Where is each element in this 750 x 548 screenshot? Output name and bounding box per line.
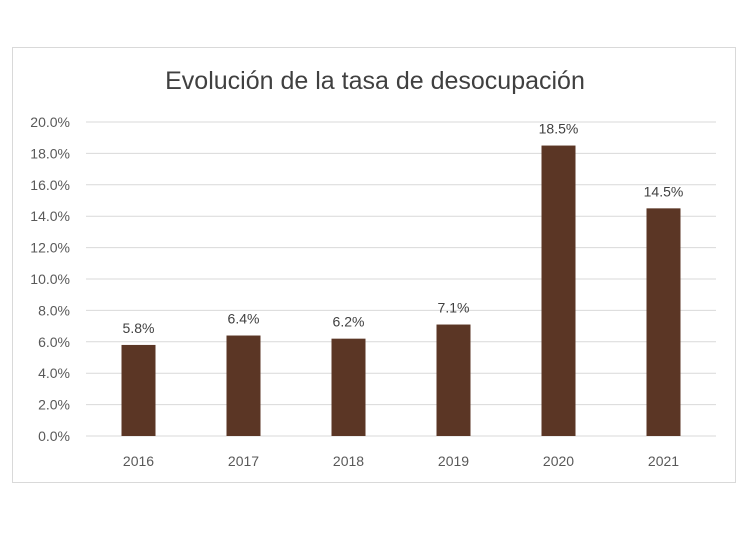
x-tick-label: 2021 (648, 453, 679, 469)
y-tick-label: 18.0% (30, 145, 70, 161)
x-tick-label: 2020 (543, 453, 574, 469)
bar-2016 (121, 344, 156, 436)
x-axis-ticks: 2016 2017 2018 2019 2020 2021 (123, 453, 679, 469)
data-label-2019: 7.1% (438, 300, 470, 316)
y-tick-label: 20.0% (30, 114, 70, 130)
bar-2017 (226, 335, 261, 436)
y-axis-ticks: 0.0% 2.0% 4.0% 6.0% 8.0% 10.0% 12.0% 14.0% 16.0%… (30, 114, 70, 444)
x-tick-label: 2017 (228, 453, 259, 469)
y-tick-label: 8.0% (38, 302, 70, 318)
data-label-2016: 5.8% (123, 320, 155, 336)
y-tick-label: 0.0% (38, 428, 70, 444)
chart-title: Evolución de la tasa de desocupación (165, 67, 585, 95)
y-tick-label: 16.0% (30, 177, 70, 193)
bar-2019 (436, 324, 471, 436)
bar-2020 (541, 145, 576, 437)
bar-2021 (646, 208, 681, 436)
data-label-2018: 6.2% (333, 314, 365, 330)
y-tick-label: 14.0% (30, 208, 70, 224)
y-tick-label: 4.0% (38, 365, 70, 381)
bar-2018 (331, 338, 366, 436)
y-tick-label: 10.0% (30, 271, 70, 287)
bars (121, 145, 681, 437)
x-tick-label: 2019 (438, 453, 469, 469)
y-tick-label: 2.0% (38, 397, 70, 413)
gridlines (86, 121, 716, 437)
y-tick-label: 12.0% (30, 240, 70, 256)
data-labels: 5.8% 6.4% 6.2% 7.1% 18.5% 14.5% (123, 121, 684, 336)
data-label-2017: 6.4% (228, 311, 260, 327)
x-tick-label: 2018 (333, 453, 364, 469)
y-tick-label: 6.0% (38, 334, 70, 350)
x-tick-label: 2016 (123, 453, 154, 469)
data-label-2021: 14.5% (644, 183, 684, 199)
data-label-2020: 18.5% (539, 121, 579, 137)
